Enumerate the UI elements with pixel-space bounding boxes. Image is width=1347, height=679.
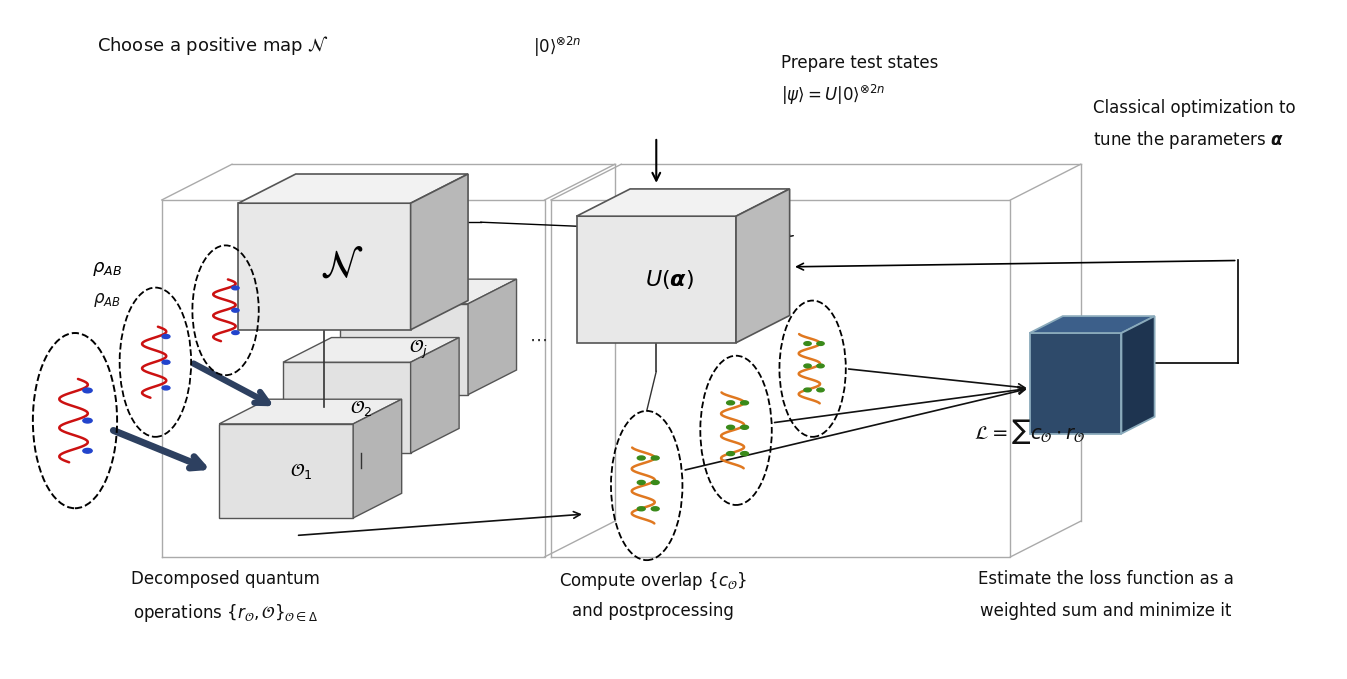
Polygon shape	[411, 337, 459, 453]
Text: $|\psi\rangle = U|0\rangle^{\otimes 2n}$: $|\psi\rangle = U|0\rangle^{\otimes 2n}$	[781, 83, 885, 107]
Text: $\cdots$: $\cdots$	[529, 331, 547, 349]
Text: operations $\{r_{\mathcal{O}}, \mathcal{O}\}_{\mathcal{O}\in\Delta}$: operations $\{r_{\mathcal{O}}, \mathcal{…	[133, 602, 318, 625]
Polygon shape	[238, 203, 411, 330]
Circle shape	[816, 388, 824, 392]
Circle shape	[651, 507, 659, 511]
Text: Compute overlap $\{c_{\mathcal{O}}\}$: Compute overlap $\{c_{\mathcal{O}}\}$	[559, 570, 748, 592]
Circle shape	[741, 452, 749, 456]
Text: Prepare test states: Prepare test states	[781, 54, 938, 72]
Circle shape	[84, 418, 92, 423]
Circle shape	[726, 452, 734, 456]
Text: weighted sum and minimize it: weighted sum and minimize it	[981, 602, 1231, 621]
Polygon shape	[467, 279, 516, 394]
Text: $\mathcal{O}_1$: $\mathcal{O}_1$	[290, 461, 313, 481]
Text: $\mathcal{L} = \sum c_{\mathcal{O}} \cdot r_{\mathcal{O}}$: $\mathcal{L} = \sum c_{\mathcal{O}} \cdo…	[974, 418, 1086, 446]
Circle shape	[232, 286, 240, 290]
Text: Decomposed quantum: Decomposed quantum	[131, 570, 321, 588]
Polygon shape	[283, 337, 459, 362]
Circle shape	[232, 331, 240, 335]
Text: tune the parameters $\boldsymbol{\alpha}$: tune the parameters $\boldsymbol{\alpha}…	[1094, 128, 1284, 151]
Circle shape	[651, 481, 659, 485]
Text: and postprocessing: and postprocessing	[572, 602, 734, 621]
Circle shape	[804, 342, 811, 346]
Text: $|0\rangle^{\otimes 2n}$: $|0\rangle^{\otimes 2n}$	[533, 35, 582, 58]
Polygon shape	[238, 174, 467, 203]
Polygon shape	[735, 189, 789, 343]
Circle shape	[741, 401, 749, 405]
Polygon shape	[341, 304, 467, 394]
Circle shape	[84, 388, 92, 393]
Text: $\mathcal{N}$: $\mathcal{N}$	[321, 248, 364, 285]
Polygon shape	[1029, 333, 1122, 434]
Circle shape	[637, 456, 645, 460]
Circle shape	[816, 342, 824, 346]
Circle shape	[804, 388, 811, 392]
Circle shape	[637, 481, 645, 485]
Text: Classical optimization to: Classical optimization to	[1094, 99, 1296, 117]
Circle shape	[637, 507, 645, 511]
Circle shape	[162, 335, 170, 339]
Polygon shape	[283, 362, 411, 453]
Polygon shape	[220, 399, 401, 424]
Circle shape	[232, 308, 240, 312]
Circle shape	[162, 360, 170, 364]
Polygon shape	[220, 424, 353, 518]
Polygon shape	[353, 399, 401, 518]
Text: Estimate the loss function as a: Estimate the loss function as a	[978, 570, 1234, 588]
Polygon shape	[341, 279, 516, 304]
Circle shape	[804, 364, 811, 368]
Polygon shape	[1029, 316, 1154, 333]
Text: $\rho_{AB}$: $\rho_{AB}$	[92, 260, 121, 278]
Text: Choose a positive map $\mathcal{N}$: Choose a positive map $\mathcal{N}$	[97, 35, 329, 58]
Circle shape	[162, 386, 170, 390]
Text: $\mathcal{O}_j$: $\mathcal{O}_j$	[409, 337, 428, 361]
Polygon shape	[1122, 316, 1154, 434]
Text: $\mathcal{O}_2$: $\mathcal{O}_2$	[350, 398, 373, 418]
Text: $\rho_{AB}$: $\rho_{AB}$	[93, 291, 121, 309]
Circle shape	[84, 448, 92, 453]
Circle shape	[741, 425, 749, 429]
Polygon shape	[577, 216, 735, 343]
Circle shape	[726, 425, 734, 429]
Circle shape	[816, 364, 824, 368]
Circle shape	[726, 401, 734, 405]
Polygon shape	[577, 189, 789, 216]
Text: $U(\boldsymbol{\alpha})$: $U(\boldsymbol{\alpha})$	[645, 268, 694, 291]
Circle shape	[651, 456, 659, 460]
Polygon shape	[411, 174, 467, 330]
